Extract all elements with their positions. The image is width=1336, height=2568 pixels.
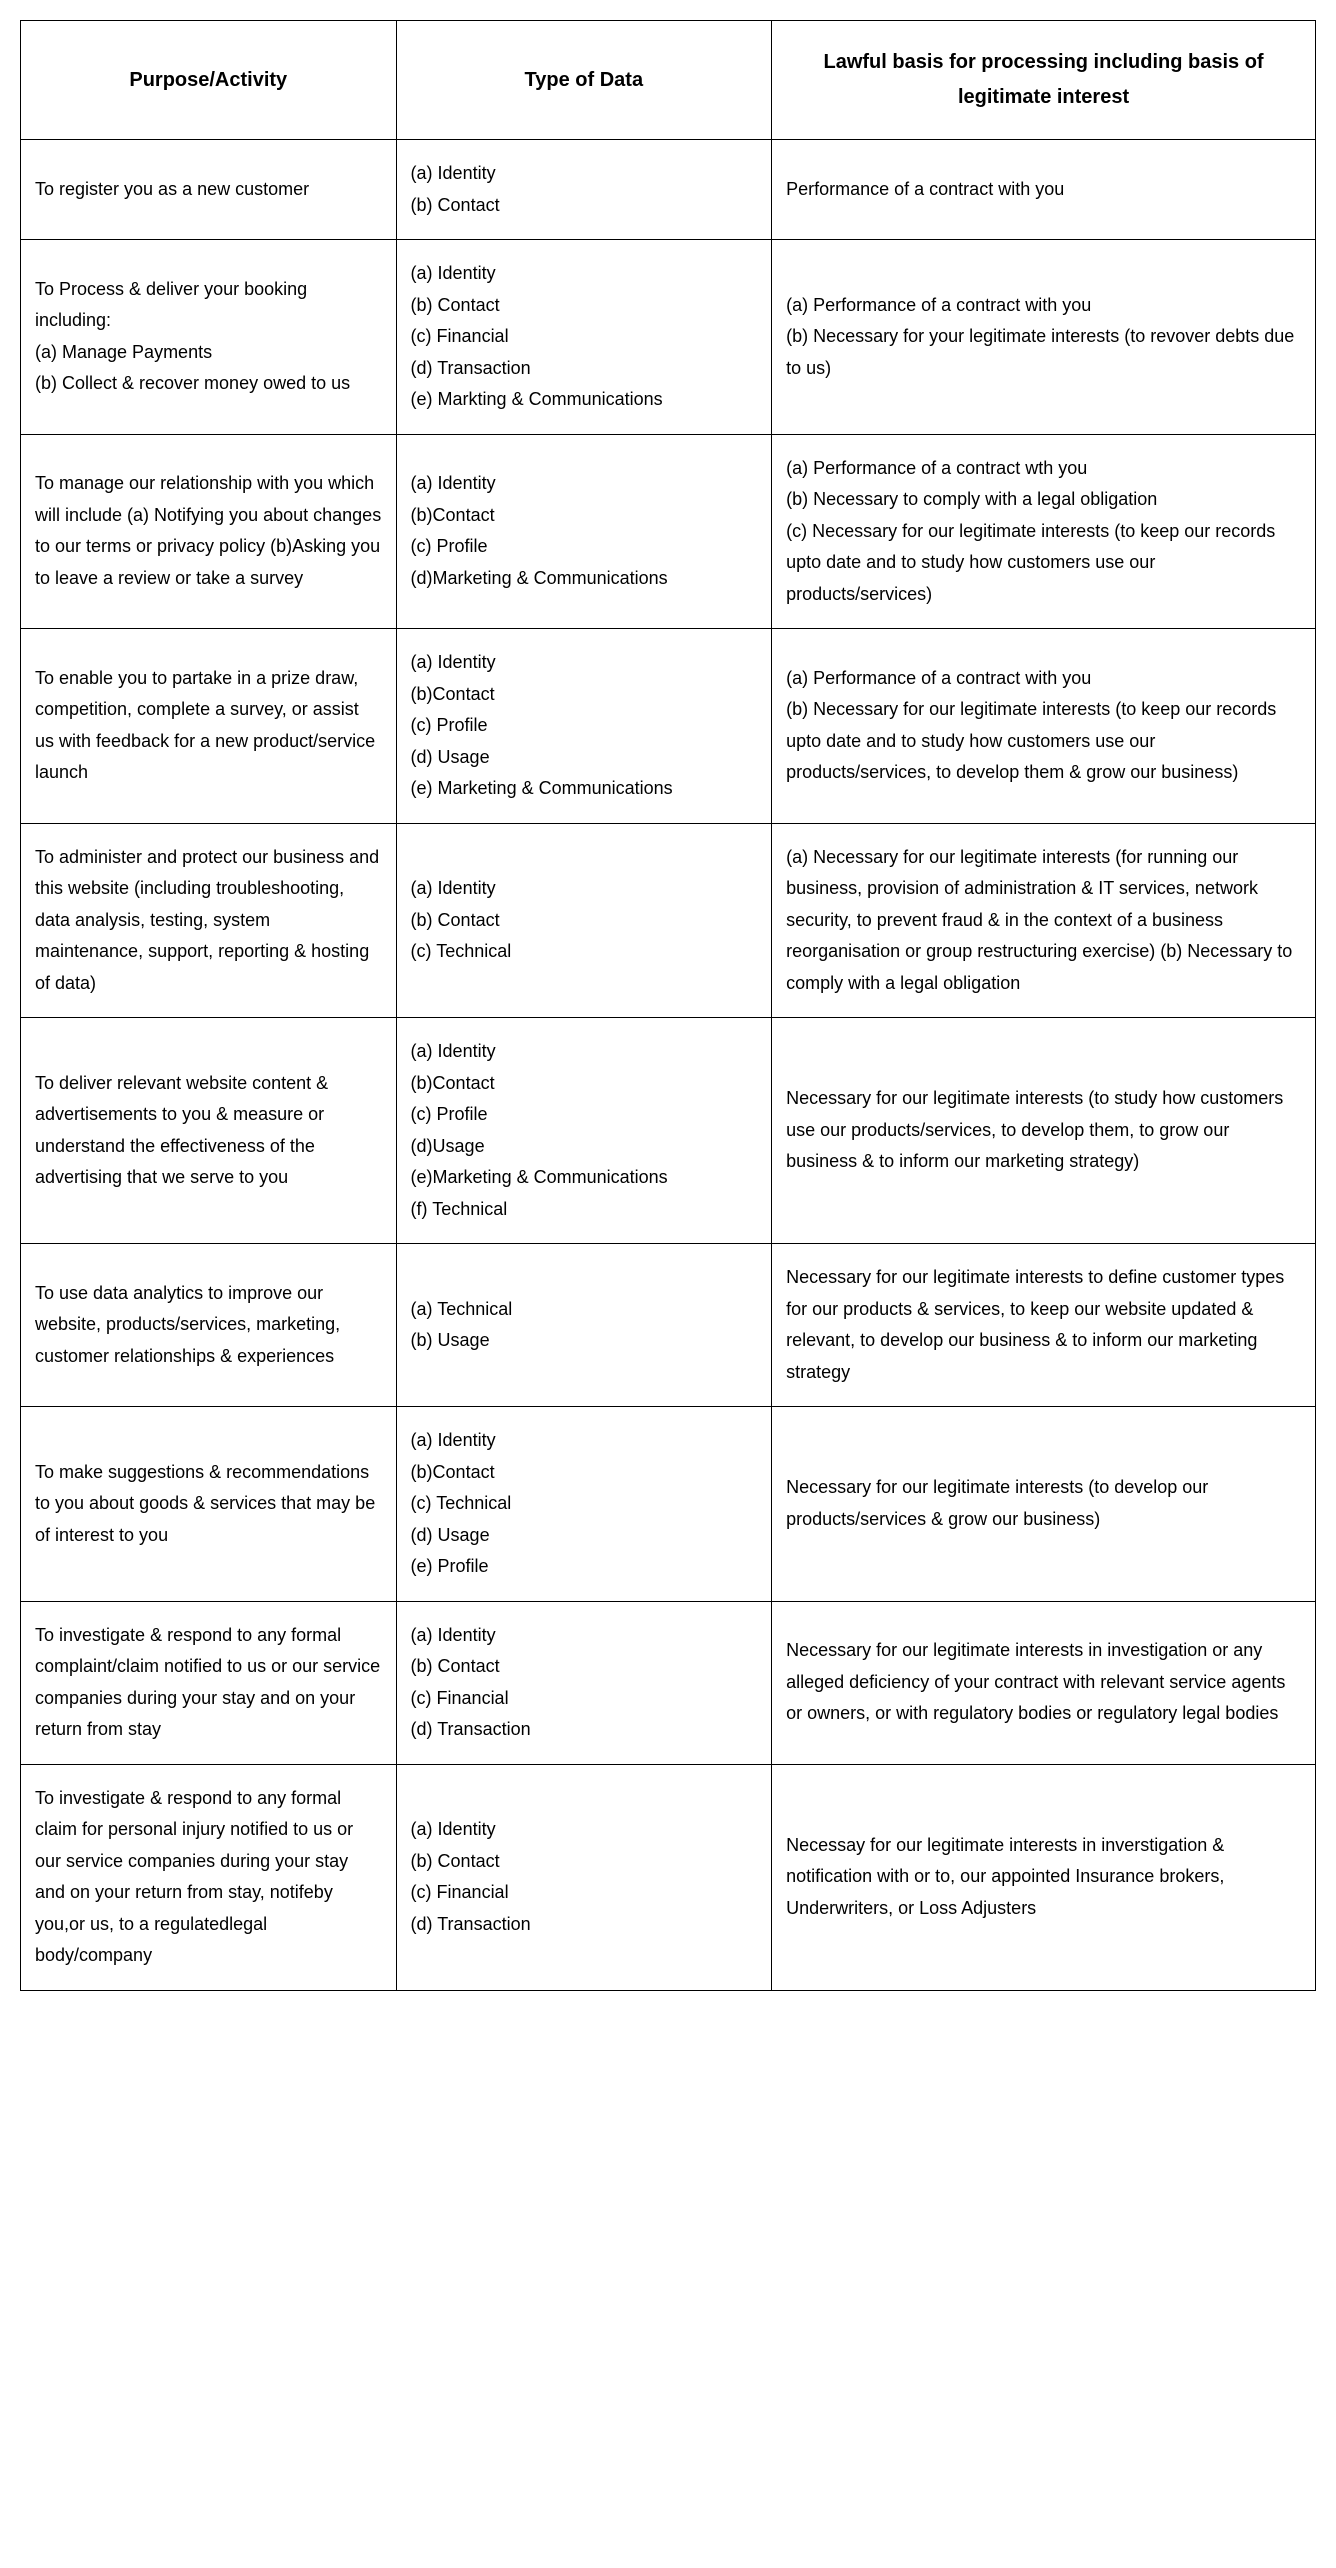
table-row: To manage our relationship with you whic…: [21, 434, 1316, 629]
table-row: To administer and protect our business a…: [21, 823, 1316, 1018]
cell-purpose: To investigate & respond to any formal c…: [21, 1601, 397, 1764]
cell-purpose: To manage our relationship with you whic…: [21, 434, 397, 629]
cell-purpose: To enable you to partake in a prize draw…: [21, 629, 397, 824]
table-row: To make suggestions & recommendations to…: [21, 1407, 1316, 1602]
cell-lawful: Necessary for our legitimate interests (…: [772, 1018, 1316, 1244]
header-lawful: Lawful basis for processing including ba…: [772, 21, 1316, 140]
table-row: To use data analytics to improve our web…: [21, 1244, 1316, 1407]
cell-purpose: To use data analytics to improve our web…: [21, 1244, 397, 1407]
cell-type: (a) Identity(b)Contact(c) Technical(d) U…: [396, 1407, 772, 1602]
cell-type: (a) Identity(b)Contact(c) Profile(d) Usa…: [396, 629, 772, 824]
cell-lawful: Necessary for our legitimate interests t…: [772, 1244, 1316, 1407]
cell-lawful: (a) Performance of a contract wth you(b)…: [772, 434, 1316, 629]
cell-lawful: (a) Necessary for our legitimate interes…: [772, 823, 1316, 1018]
cell-purpose: To investigate & respond to any formal c…: [21, 1764, 397, 1990]
table-row: To enable you to partake in a prize draw…: [21, 629, 1316, 824]
cell-type: (a) Identity(b) Contact(c) Financial(d) …: [396, 1764, 772, 1990]
cell-type: (a) Technical(b) Usage: [396, 1244, 772, 1407]
cell-lawful: Necessay for our legitimate interests in…: [772, 1764, 1316, 1990]
table-body: To register you as a new customer(a) Ide…: [21, 140, 1316, 1991]
cell-purpose: To deliver relevant website content & ad…: [21, 1018, 397, 1244]
cell-type: (a) Identity(b)Contact(c) Profile(d)Usag…: [396, 1018, 772, 1244]
cell-purpose: To administer and protect our business a…: [21, 823, 397, 1018]
header-purpose: Purpose/Activity: [21, 21, 397, 140]
cell-lawful: Performance of a contract with you: [772, 140, 1316, 240]
cell-lawful: Necessary for our legitimate interests (…: [772, 1407, 1316, 1602]
table-head: Purpose/Activity Type of Data Lawful bas…: [21, 21, 1316, 140]
cell-lawful: Necessary for our legitimate interests i…: [772, 1601, 1316, 1764]
table-row: To deliver relevant website content & ad…: [21, 1018, 1316, 1244]
cell-purpose: To register you as a new customer: [21, 140, 397, 240]
cell-type: (a) Identity(b) Contact: [396, 140, 772, 240]
table-row: To Process & deliver your booking includ…: [21, 240, 1316, 435]
cell-type: (a) Identity(b)Contact(c) Profile(d)Mark…: [396, 434, 772, 629]
header-type: Type of Data: [396, 21, 772, 140]
cell-lawful: (a) Performance of a contract with you(b…: [772, 629, 1316, 824]
table-row: To register you as a new customer(a) Ide…: [21, 140, 1316, 240]
privacy-table: Purpose/Activity Type of Data Lawful bas…: [20, 20, 1316, 1991]
table-row: To investigate & respond to any formal c…: [21, 1764, 1316, 1990]
table-row: To investigate & respond to any formal c…: [21, 1601, 1316, 1764]
cell-type: (a) Identity(b) Contact(c) Financial(d) …: [396, 240, 772, 435]
cell-purpose: To Process & deliver your booking includ…: [21, 240, 397, 435]
table-header-row: Purpose/Activity Type of Data Lawful bas…: [21, 21, 1316, 140]
cell-type: (a) Identity(b) Contact(c) Technical: [396, 823, 772, 1018]
cell-type: (a) Identity(b) Contact(c) Financial(d) …: [396, 1601, 772, 1764]
cell-purpose: To make suggestions & recommendations to…: [21, 1407, 397, 1602]
cell-lawful: (a) Performance of a contract with you(b…: [772, 240, 1316, 435]
